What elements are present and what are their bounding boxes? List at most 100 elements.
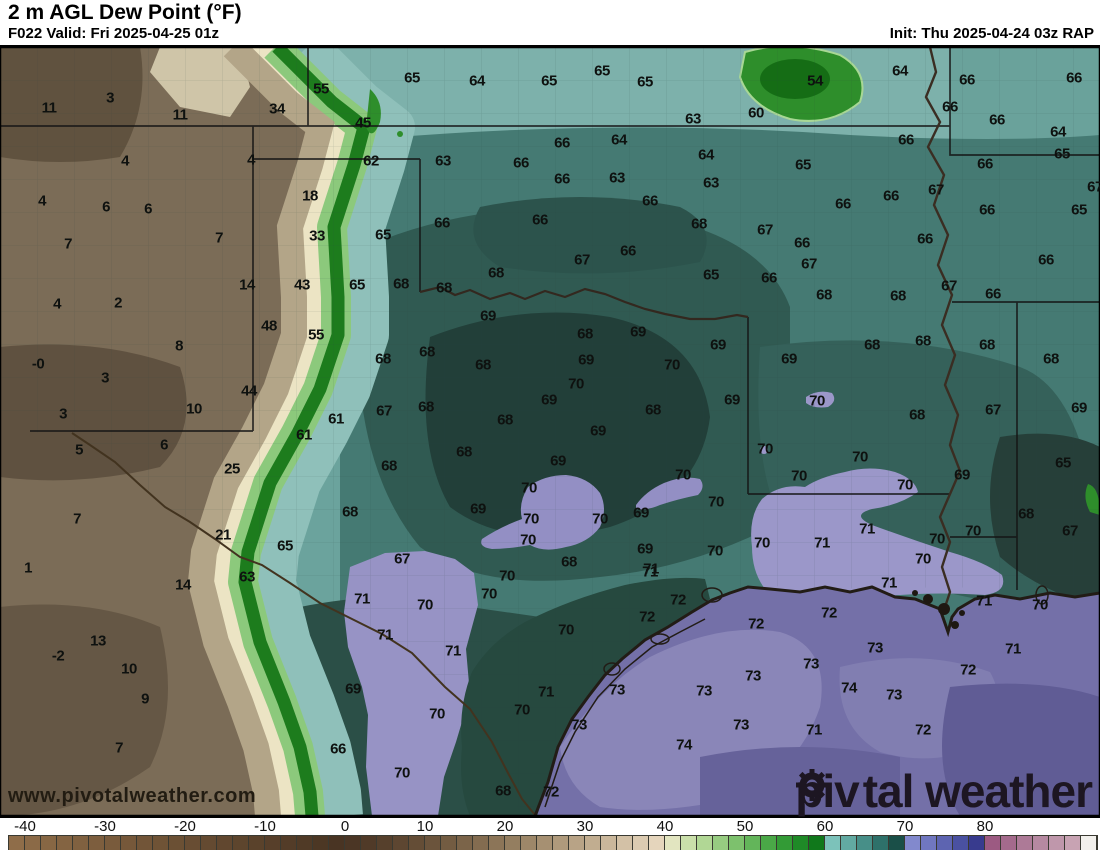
dewpoint-value-label: 7 bbox=[215, 229, 223, 247]
colorbar: -40 -30 -20 -10 0 10 20 30 40 50 60 70 80 bbox=[0, 818, 1100, 850]
dewpoint-value-label: 66 bbox=[835, 195, 851, 213]
colorbar-cell bbox=[537, 836, 553, 850]
dewpoint-value-label: 68 bbox=[909, 406, 925, 424]
dewpoint-value-label: 65 bbox=[375, 226, 391, 244]
dewpoint-value-label: 70 bbox=[915, 550, 931, 568]
dewpoint-value-label: 68 bbox=[645, 401, 661, 419]
colorbar-tick: 20 bbox=[496, 818, 514, 835]
dewpoint-value-label: 7 bbox=[115, 739, 123, 757]
dewpoint-value-label: 72 bbox=[915, 721, 931, 739]
dewpoint-value-label: 63 bbox=[685, 110, 701, 128]
dewpoint-value-label: 69 bbox=[550, 452, 566, 470]
dewpoint-value-label: 66 bbox=[554, 170, 570, 188]
dewpoint-value-label: 68 bbox=[419, 343, 435, 361]
colorbar-cell bbox=[825, 836, 841, 850]
dewpoint-value-label: 64 bbox=[1050, 123, 1066, 141]
coastline bbox=[533, 585, 1100, 816]
colorbar-cell bbox=[409, 836, 425, 850]
colorbar-cell bbox=[553, 836, 569, 850]
dewpoint-value-label: 14 bbox=[239, 276, 255, 294]
dewpoint-value-label: 66 bbox=[642, 192, 658, 210]
dewpoint-value-label: 73 bbox=[867, 639, 883, 657]
colorbar-cell bbox=[777, 836, 793, 850]
dewpoint-value-label: 61 bbox=[328, 410, 344, 428]
barrier-islands bbox=[544, 618, 706, 808]
dewpoint-value-label: 71 bbox=[377, 626, 393, 644]
dewpoint-value-label: 13 bbox=[90, 632, 106, 650]
dewpoint-value-label: 70 bbox=[394, 764, 410, 782]
colorbar-cell bbox=[1001, 836, 1017, 850]
dewpoint-value-label: 68 bbox=[488, 264, 504, 282]
dewpoint-value-label: 44 bbox=[241, 382, 257, 400]
dewpoint-value-label: 69 bbox=[954, 466, 970, 484]
colorbar-cell bbox=[281, 836, 297, 850]
dewpoint-value-label: 70 bbox=[791, 467, 807, 485]
dewpoint-value-label: -2 bbox=[51, 647, 65, 665]
dewpoint-value-label: 70 bbox=[897, 476, 913, 494]
dewpoint-value-label: 66 bbox=[985, 285, 1001, 303]
gulf-coastline bbox=[533, 585, 1100, 816]
dewpoint-value-label: 4 bbox=[53, 295, 61, 313]
pivotal-weather-logo: piv tal weather bbox=[795, 768, 1093, 814]
delta-marsh bbox=[912, 590, 965, 629]
colorbar-cell bbox=[233, 836, 249, 850]
dewpoint-value-label: 67 bbox=[574, 251, 590, 269]
dewpoint-value-label: 66 bbox=[794, 234, 810, 252]
dewpoint-value-label: 73 bbox=[745, 667, 761, 685]
dewpoint-value-label: 66 bbox=[979, 201, 995, 219]
dewpoint-value-label: 66 bbox=[330, 740, 346, 758]
dewpoint-value-label: 70 bbox=[809, 392, 825, 410]
colorbar-cell bbox=[361, 836, 377, 850]
dewpoint-value-label: 69 bbox=[345, 680, 361, 698]
colorbar-cell bbox=[9, 836, 25, 850]
dewpoint-value-label: 69 bbox=[637, 540, 653, 558]
dewpoint-value-label: 69 bbox=[590, 422, 606, 440]
dewpoint-value-label: 70 bbox=[929, 530, 945, 548]
dewpoint-value-label: 68 bbox=[393, 275, 409, 293]
dewpoint-value-label: 70 bbox=[1032, 596, 1048, 614]
dewpoint-value-label: 70 bbox=[757, 440, 773, 458]
dewpoint-value-label: 4 bbox=[38, 192, 46, 210]
dewpoint-value-label: 71 bbox=[976, 592, 992, 610]
colorbar-tick: 80 bbox=[976, 818, 994, 835]
dewpoint-value-label: 70 bbox=[965, 522, 981, 540]
dewpoint-value-label: 70 bbox=[558, 621, 574, 639]
dewpoint-value-label: 63 bbox=[435, 152, 451, 170]
colorbar-cell bbox=[201, 836, 217, 850]
dewpoint-value-label: 4 bbox=[121, 152, 129, 170]
dewpoint-value-label: 68 bbox=[864, 336, 880, 354]
colorbar-cell bbox=[937, 836, 953, 850]
colorbar-cell bbox=[137, 836, 153, 850]
dewpoint-value-label: 5 bbox=[75, 441, 83, 459]
dewpoint-value-label: 68 bbox=[816, 286, 832, 304]
dewpoint-value-label: 68 bbox=[381, 457, 397, 475]
dewpoint-value-label: 3 bbox=[59, 405, 67, 423]
colorbar-tick: 70 bbox=[896, 818, 914, 835]
colorbar-cell bbox=[521, 836, 537, 850]
dewpoint-value-label: 7 bbox=[64, 235, 72, 253]
dewpoint-value-label: 67 bbox=[985, 401, 1001, 419]
page-title: 2 m AGL Dew Point (°F) bbox=[8, 1, 242, 24]
dewpoint-value-label: 11 bbox=[172, 106, 188, 124]
dewpoint-value-label: 65 bbox=[541, 72, 557, 90]
dewpoint-value-label: 9 bbox=[141, 690, 149, 708]
dewpoint-value-label: 69 bbox=[578, 351, 594, 369]
colorbar-cell bbox=[809, 836, 825, 850]
state-borders bbox=[0, 47, 1100, 590]
dewpoint-value-label: 68 bbox=[979, 336, 995, 354]
dewpoint-value-label: 18 bbox=[302, 187, 318, 205]
dewpoint-value-label: 55 bbox=[308, 326, 324, 344]
dewpoint-value-label: 68 bbox=[456, 443, 472, 461]
dewpoint-value-label: 33 bbox=[309, 227, 325, 245]
dewpoint-value-label: 68 bbox=[375, 350, 391, 368]
dewpoint-value-label: 68 bbox=[1018, 505, 1034, 523]
dewpoint-value-label: 66 bbox=[532, 211, 548, 229]
dewpoint-value-label: 73 bbox=[803, 655, 819, 673]
red-river bbox=[419, 285, 749, 321]
dewpoint-value-label: 68 bbox=[497, 411, 513, 429]
dewpoint-value-label: 71 bbox=[643, 560, 659, 578]
colorbar-cell bbox=[297, 836, 313, 850]
dewpoint-value-label: 66 bbox=[977, 155, 993, 173]
dewpoint-value-label: 4 bbox=[247, 151, 255, 169]
dewpoint-value-label: 68 bbox=[475, 356, 491, 374]
